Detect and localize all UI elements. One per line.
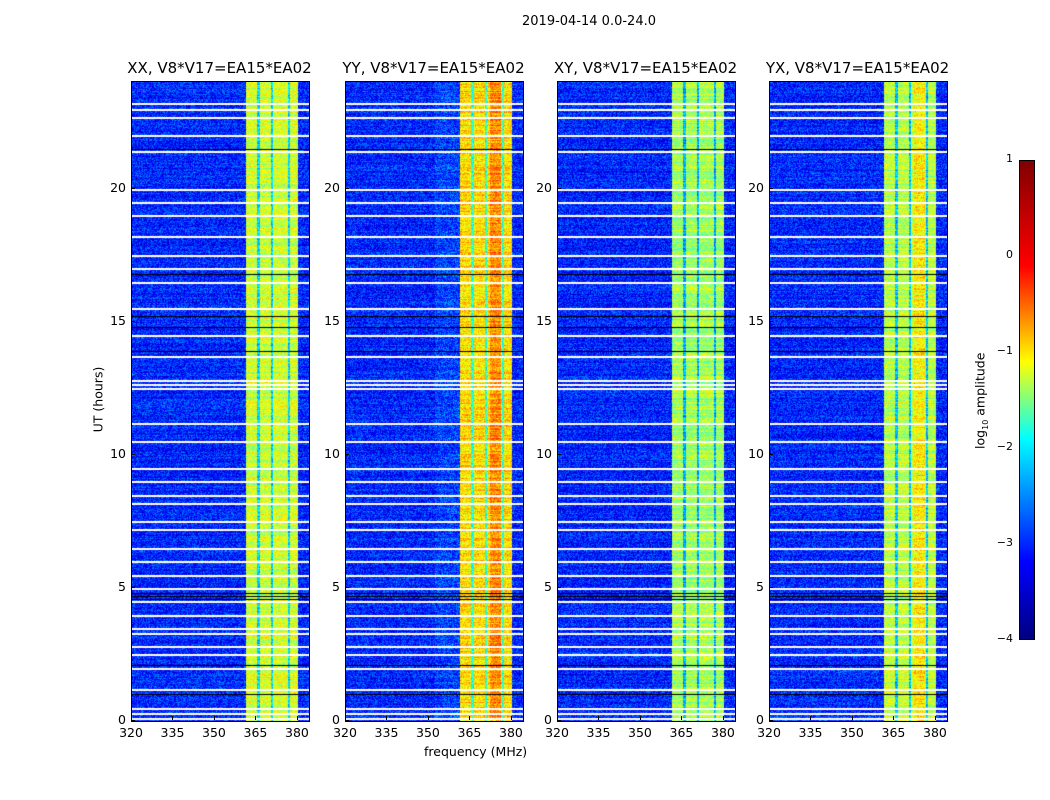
x-tick-label: 335 [586,725,611,740]
y-tick-mark [131,187,135,189]
x-tick-mark [255,716,257,720]
x-tick-label: 350 [202,725,226,740]
y-tick-mark [557,586,561,588]
y-tick-mark [345,320,349,322]
figure-title: 2019-04-14 0.0-24.0 [522,14,656,29]
heatmap-panel-4 [769,81,948,722]
y-tick-mark [557,320,561,322]
heatmap-panel-2 [345,81,524,722]
x-tick-label: 350 [628,725,652,740]
x-tick-label: 365 [243,725,268,740]
colorbar-tick-label: −1 [996,344,1013,357]
y-tick-mark [769,453,773,455]
panel-title: YY, V8*V17=EA15*EA02 [342,59,525,77]
y-tick-label: 0 [544,712,552,727]
y-tick-mark [557,720,561,721]
y-tick-label: 5 [756,578,764,594]
y-tick-label: 0 [756,712,764,727]
y-tick-mark [769,586,773,588]
x-tick-mark [722,716,724,720]
y-tick-mark [557,453,561,455]
x-axis-label: frequency (MHz) [424,744,528,759]
x-tick-mark [893,716,895,720]
heatmap-panel-1 [131,81,310,722]
x-tick-mark [213,716,215,720]
y-tick-mark [345,453,349,455]
y-tick-mark [345,586,349,588]
heatmap-panel-3 [557,81,736,722]
x-tick-label: 380 [499,725,523,740]
colorbar-tick-label: −3 [996,536,1013,549]
y-tick-label: 20 [748,179,764,195]
x-tick-mark [598,716,600,720]
colorbar-tick-label: −4 [996,632,1013,645]
x-tick-label: 365 [669,725,694,740]
y-tick-mark [345,187,349,189]
x-tick-mark [851,716,853,720]
y-tick-label: 15 [536,312,552,328]
x-tick-label: 320 [333,725,357,740]
y-tick-mark [131,453,135,455]
panel-title: XX, V8*V17=EA15*EA02 [127,59,312,77]
x-tick-label: 365 [457,725,482,740]
x-tick-label: 380 [711,725,735,740]
x-tick-mark [681,716,683,720]
x-tick-label: 335 [374,725,399,740]
x-tick-mark [769,716,770,720]
y-tick-label: 15 [748,312,764,328]
x-tick-mark [934,716,936,720]
x-tick-mark [427,716,429,720]
y-tick-label: 10 [110,445,126,461]
y-tick-mark [131,320,135,322]
y-tick-label: 20 [324,179,340,195]
y-tick-mark [557,187,561,189]
y-tick-mark [131,586,135,588]
panel-title: XY, V8*V17=EA15*EA02 [553,59,738,77]
x-tick-label: 335 [798,725,823,740]
y-tick-mark [345,720,349,721]
y-tick-label: 10 [324,445,340,461]
y-tick-label: 20 [536,179,552,195]
x-tick-mark [810,716,812,720]
y-tick-label: 20 [110,179,126,195]
panel-title: YX, V8*V17=EA15*EA02 [765,59,950,77]
x-tick-mark [296,716,298,720]
x-tick-label: 350 [416,725,440,740]
y-axis-label: UT (hours) [90,366,106,433]
x-tick-label: 320 [545,725,569,740]
colorbar-tick-label: 1 [1006,152,1013,165]
x-tick-mark [172,716,174,720]
x-tick-label: 320 [757,725,781,740]
x-tick-label: 320 [119,725,143,740]
colorbar [1019,160,1035,640]
y-tick-label: 0 [332,712,340,727]
y-tick-mark [131,720,135,721]
y-tick-label: 10 [536,445,552,461]
x-tick-label: 350 [840,725,864,740]
x-tick-label: 365 [881,725,906,740]
x-tick-label: 335 [160,725,185,740]
x-tick-label: 380 [923,725,947,740]
x-tick-mark [345,716,346,720]
y-tick-label: 0 [118,712,126,727]
y-tick-label: 15 [110,312,126,328]
x-tick-mark [557,716,558,720]
y-tick-mark [769,720,773,721]
x-tick-mark [510,716,512,720]
y-tick-label: 5 [332,578,340,594]
y-tick-label: 5 [544,578,552,594]
x-tick-mark [386,716,388,720]
x-tick-mark [131,716,132,720]
x-tick-mark [469,716,471,720]
x-tick-label: 380 [285,725,309,740]
y-tick-mark [769,320,773,322]
x-tick-mark [639,716,641,720]
y-tick-label: 10 [748,445,764,461]
y-tick-label: 15 [324,312,340,328]
colorbar-tick-label: 0 [1006,248,1013,261]
y-tick-mark [769,187,773,189]
colorbar-tick-label: −2 [996,440,1013,453]
y-tick-label: 5 [118,578,126,594]
